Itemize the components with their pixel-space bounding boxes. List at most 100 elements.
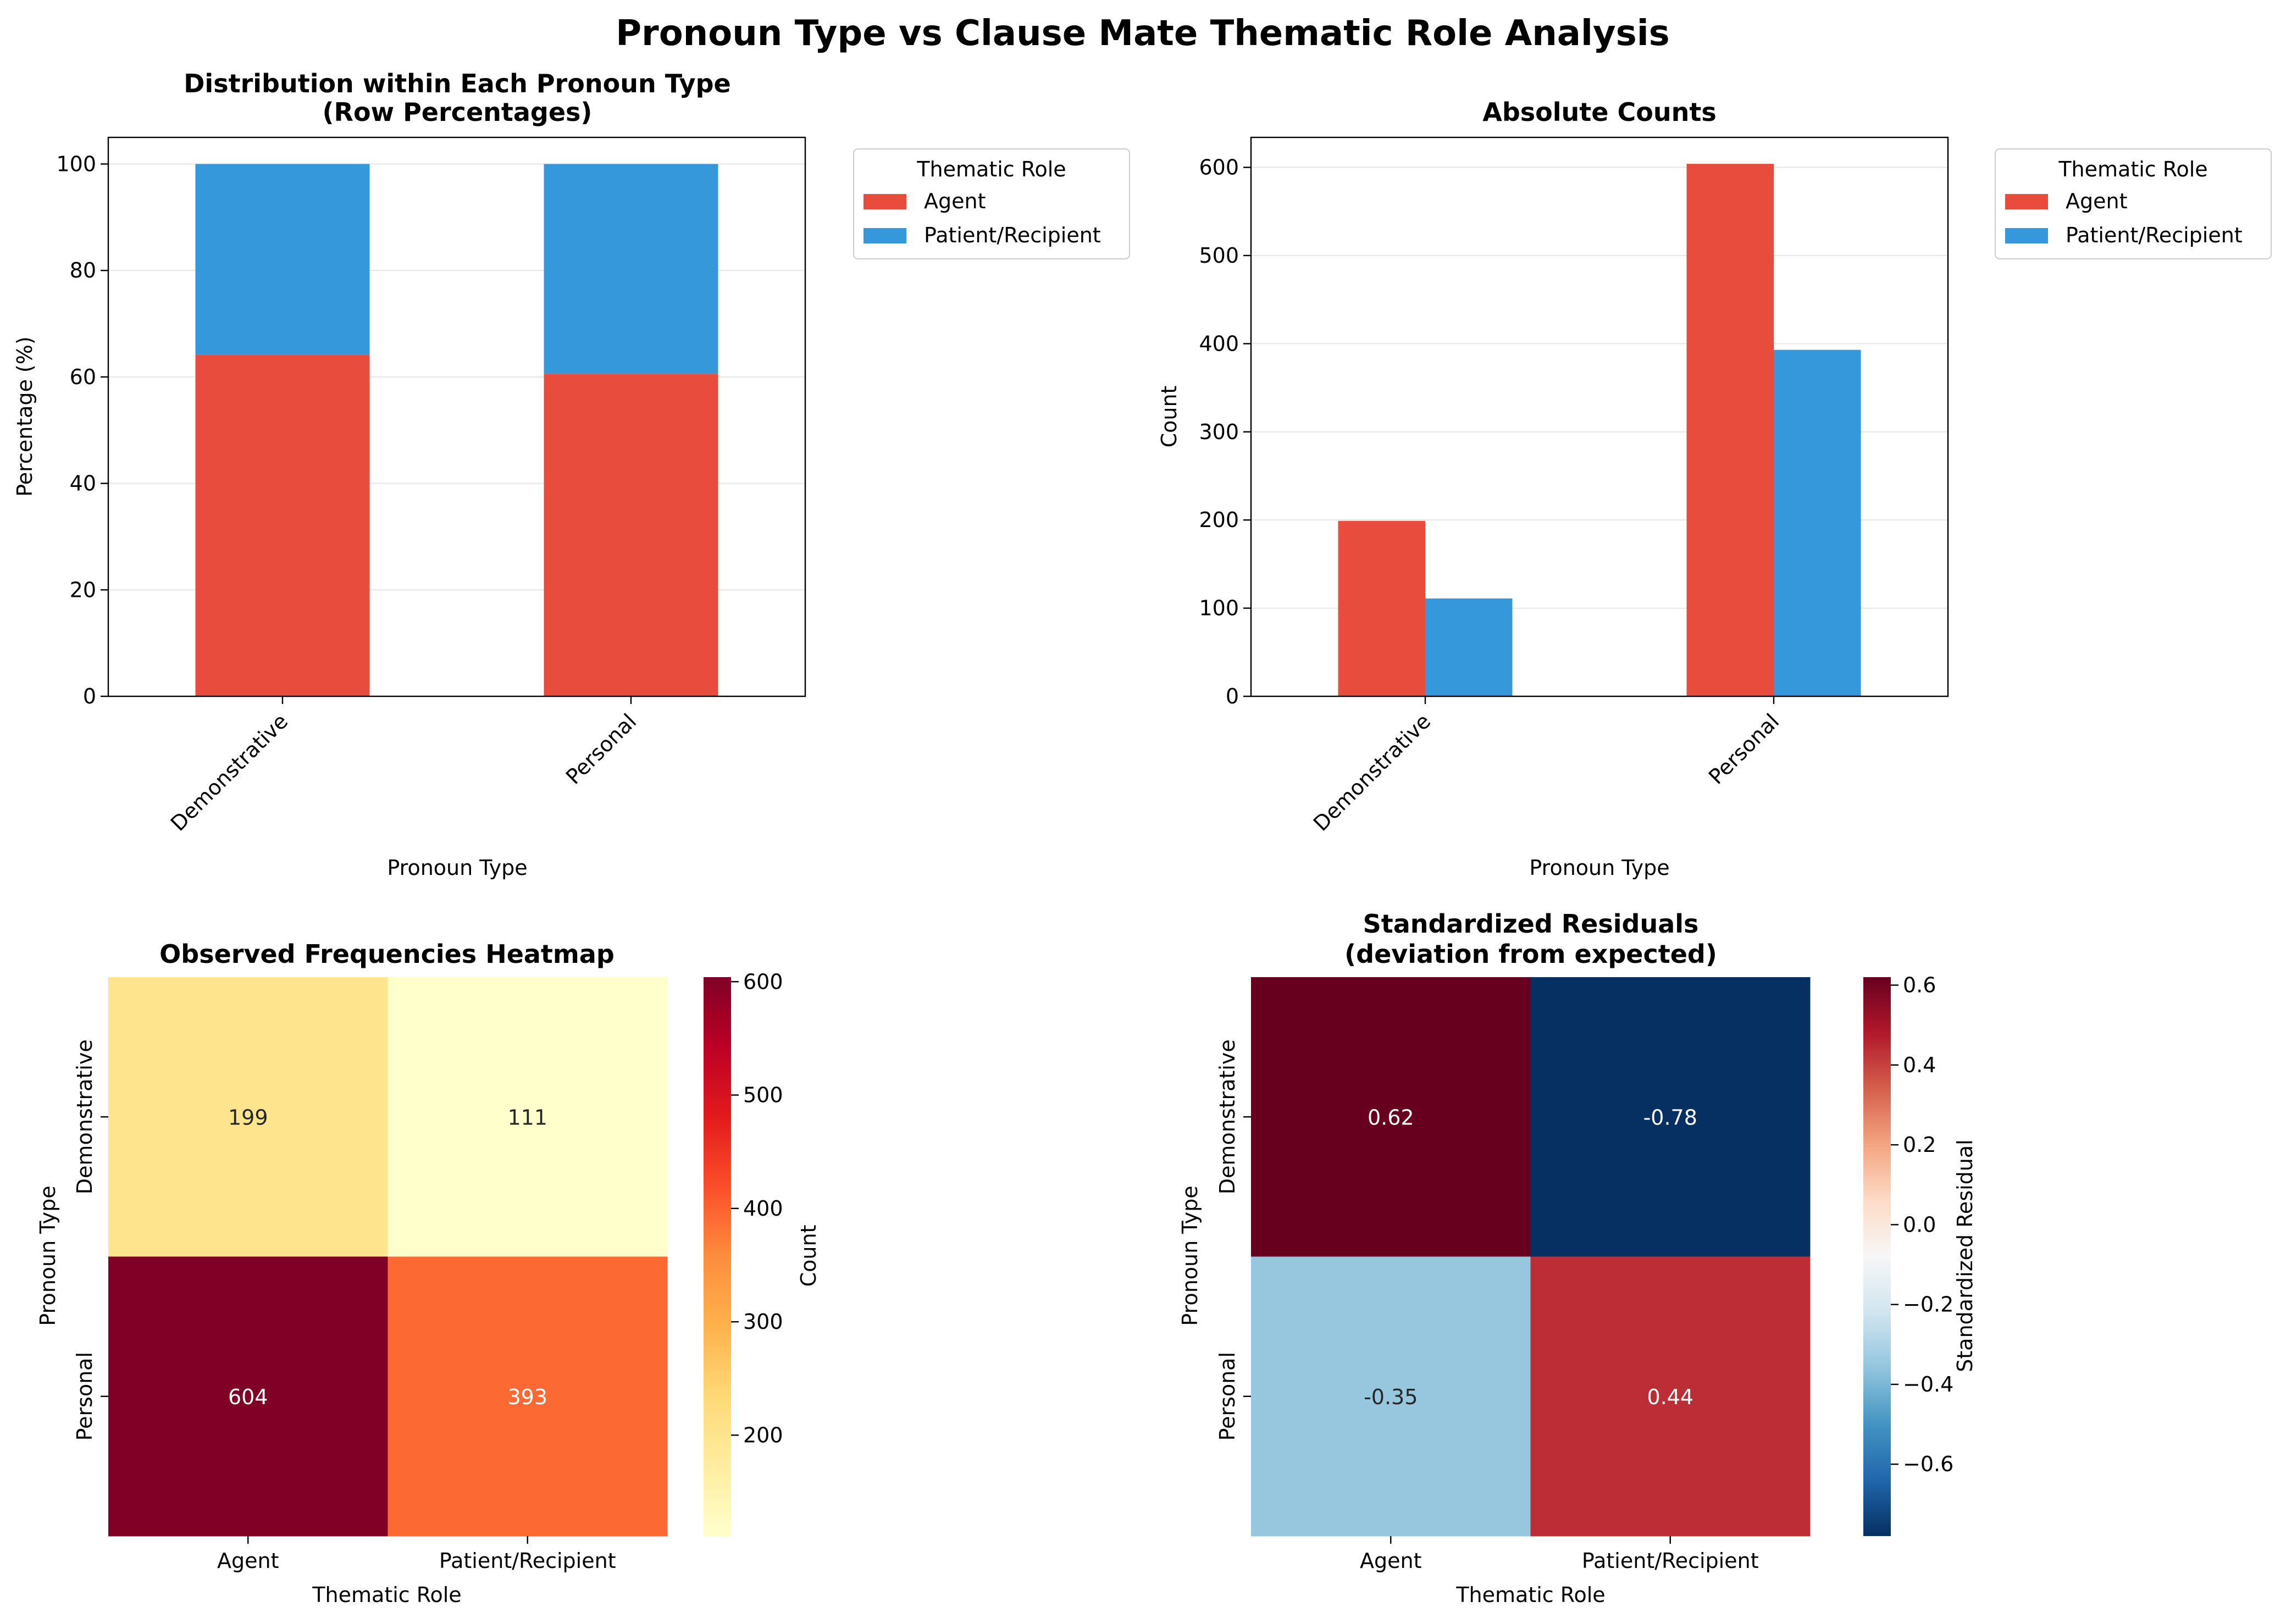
y-tick-label-personal: Personal: [1215, 1352, 1239, 1441]
y-tick-label-personal: Personal: [73, 1352, 97, 1441]
heatmap-value-1-0: -0.35: [1364, 1385, 1418, 1409]
y-tick-label-500: 500: [1199, 243, 1239, 268]
colorbar-tick-label-2: 400: [743, 1196, 783, 1221]
heatmap-value-0-1: 111: [507, 1105, 547, 1129]
panel1-plot: Demonstrative Personal 0 20 40 60 80 100 Themati…: [56, 136, 1130, 836]
panel1-ylabel: Percentage (%): [13, 336, 37, 497]
panel4-plot: 0.62 -0.78 -0.35 0.44 Agent Patient/Recipient…: [1215, 973, 1953, 1573]
panel3-ylabel: Pronoun Type: [36, 1185, 60, 1326]
legend-box: [853, 148, 1130, 259]
panel1-title-line2: (Row Percentages): [323, 97, 593, 127]
legend-swatch-1: [864, 228, 906, 243]
x-tick-label-0: Agent: [217, 1549, 279, 1573]
colorbar-tick-label-0: −0.6: [1903, 1452, 1953, 1476]
legend-swatch-0: [2005, 194, 2048, 209]
x-tick-label-1: Patient/Recipient: [1582, 1549, 1759, 1573]
figure-title: Pronoun Type vs Clause Mate Thematic Rol…: [616, 13, 1670, 54]
panel4-title-line1: Standardized Residuals: [1363, 909, 1699, 939]
plot-frame: [107, 136, 806, 697]
y-tick-label-300: 300: [1199, 420, 1239, 444]
colorbar-tick-label-2: −0.2: [1903, 1293, 1953, 1317]
panel4-xlabel: Thematic Role: [1455, 1583, 1605, 1607]
legend-title: Thematic Role: [2058, 157, 2207, 181]
colorbar: [1863, 977, 1891, 1536]
heatmap-value-1-1: 393: [507, 1385, 547, 1409]
colorbar-tick-label-4: 600: [743, 969, 783, 994]
heatmap-cell-0-0: [1251, 977, 1531, 1257]
heatmap-value-1-0: 604: [228, 1385, 268, 1409]
colorbar-tick-label-3: 0.0: [1903, 1212, 1936, 1237]
y-tick-label-200: 200: [1199, 508, 1239, 532]
panel1-xlabel: Pronoun Type: [387, 856, 527, 880]
panel4-title-line2: (deviation from expected): [1344, 939, 1717, 969]
bar-patient-recipient-demonstrative: [1425, 598, 1513, 696]
legend-entry-0: Agent: [2066, 189, 2127, 213]
legend-entry-0: Agent: [924, 189, 986, 213]
y-tick-label-0: 0: [83, 684, 96, 708]
panel3-xlabel: Thematic Role: [312, 1583, 461, 1607]
panel4-colorbar-label: Standardized Residual: [1953, 1139, 1977, 1372]
legend-box: [1995, 148, 2272, 259]
panel-row-percentages: Distribution within Each Pronoun Type (R…: [13, 69, 1130, 880]
y-tick-label-0: 0: [1226, 684, 1239, 708]
heatmap-cell-1-0: [1251, 1256, 1531, 1537]
x-tick-label-demonstrative: Demonstrative: [1309, 709, 1435, 835]
plot-frame: [1250, 136, 1949, 697]
x-tick-label-personal: Personal: [1704, 709, 1784, 789]
colorbar-tick-label-3: 500: [743, 1083, 783, 1107]
heatmap-cell-1-1: [388, 1256, 668, 1537]
panel-absolute-counts: Absolute Counts Demonstrative Personal 0 10…: [1157, 97, 2272, 880]
panel3-title: Observed Frequencies Heatmap: [159, 939, 615, 969]
panel1-title-line1: Distribution within Each Pronoun Type: [184, 69, 731, 98]
heatmap-cell-0-1: [388, 977, 668, 1257]
bar-patient-recipient-personal: [1774, 350, 1861, 696]
heatmap-cell-0-0: [108, 977, 388, 1257]
panel2-ylabel: Count: [1157, 386, 1181, 448]
heatmap-value-0-0: 0.62: [1368, 1105, 1414, 1129]
legend-entry-1: Patient/Recipient: [2066, 223, 2243, 247]
legend-swatch-1: [2005, 228, 2048, 243]
x-tick-label-0: Agent: [1360, 1549, 1421, 1573]
colorbar-tick-label-5: 0.4: [1903, 1053, 1936, 1077]
bar-agent-personal: [544, 374, 718, 696]
colorbar-tick-label-1: −0.4: [1903, 1372, 1953, 1396]
bar-patient-recipient-demonstrative: [195, 164, 370, 355]
y-tick-label-60: 60: [70, 365, 96, 389]
x-tick-label-1: Patient/Recipient: [439, 1549, 616, 1573]
bar-agent-demonstrative: [195, 354, 370, 696]
legend-title: Thematic Role: [916, 157, 1066, 181]
panel-observed-heatmap: Observed Frequencies Heatmap 199 111 604 39…: [36, 939, 821, 1607]
y-tick-label-20: 20: [70, 578, 96, 602]
colorbar-tick-label-1: 300: [743, 1310, 783, 1334]
colorbar-tick-label-6: 0.6: [1903, 973, 1936, 997]
bar-agent-personal: [1686, 164, 1774, 696]
panel3-plot: 199 111 604 393 Agent Patient/Recipient Demons…: [73, 969, 783, 1573]
y-tick-label-80: 80: [70, 258, 96, 282]
panel2-title: Absolute Counts: [1482, 97, 1716, 127]
bar-patient-recipient-personal: [544, 164, 718, 374]
y-tick-label-demonstrative: Demonstrative: [1215, 1039, 1239, 1194]
heatmap-cell-0-1: [1530, 977, 1811, 1257]
bar-agent-demonstrative: [1338, 520, 1425, 696]
x-tick-label-demonstrative: Demonstrative: [166, 709, 292, 835]
heatmap-cell-1-1: [1530, 1256, 1811, 1537]
x-tick-label-personal: Personal: [561, 709, 641, 789]
y-tick-label-400: 400: [1199, 331, 1239, 356]
legend-swatch-0: [864, 194, 906, 209]
legend-entry-1: Patient/Recipient: [924, 223, 1101, 247]
heatmap-value-0-1: -0.78: [1643, 1105, 1697, 1129]
panel3-colorbar-label: Count: [796, 1225, 821, 1287]
heatmap-cell-1-0: [108, 1256, 388, 1537]
panel4-ylabel: Pronoun Type: [1178, 1185, 1202, 1326]
colorbar: [704, 977, 731, 1536]
colorbar-tick-label-4: 0.2: [1903, 1133, 1936, 1157]
y-tick-label-100: 100: [56, 152, 96, 176]
heatmap-value-0-0: 199: [228, 1105, 268, 1129]
y-tick-label-100: 100: [1199, 596, 1239, 620]
heatmap-value-1-1: 0.44: [1647, 1385, 1693, 1409]
y-tick-label-600: 600: [1199, 156, 1239, 180]
panel2-xlabel: Pronoun Type: [1529, 856, 1669, 880]
panel2-plot: Demonstrative Personal 0 100 200 300 400 500 600…: [1199, 136, 2272, 836]
colorbar-tick-label-0: 200: [743, 1423, 783, 1447]
